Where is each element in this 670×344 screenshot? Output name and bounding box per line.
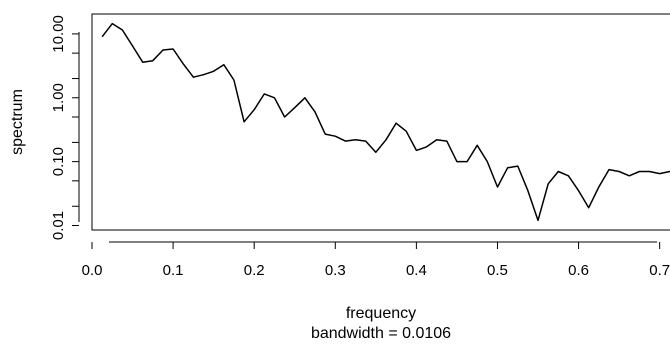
x-tick-label: 0.1 — [163, 262, 184, 279]
plot-frame — [91, 13, 670, 231]
x-tick-label: 0.0 — [82, 262, 103, 279]
x-tick-label: 0.3 — [325, 262, 346, 279]
y-axis-ticks: 0.01 0.10 1.00 10.00 — [50, 15, 79, 240]
y-tick-label: 1.00 — [50, 83, 67, 112]
spectrum-series-line — [101, 22, 670, 222]
x-tick-label: 0.6 — [568, 262, 589, 279]
y-tick-label: 10.00 — [50, 15, 67, 53]
x-axis-label: frequency — [346, 305, 416, 322]
series-layer — [101, 22, 670, 222]
y-axis-label: spectrum — [9, 89, 26, 155]
x-tick-label: 0.7 — [649, 262, 670, 279]
y-tick-label: 0.01 — [50, 211, 67, 240]
x-tick-label: 0.2 — [244, 262, 265, 279]
x-tick-label: 0.4 — [406, 262, 427, 279]
y-tick-label: 0.10 — [50, 147, 67, 176]
chart-subtitle: bandwidth = 0.0106 — [311, 325, 451, 342]
x-axis-ticks: 0.0 0.1 0.2 0.3 0.4 0.5 0.6 0.7 — [82, 242, 670, 279]
x-tick-label: 0.5 — [487, 262, 508, 279]
